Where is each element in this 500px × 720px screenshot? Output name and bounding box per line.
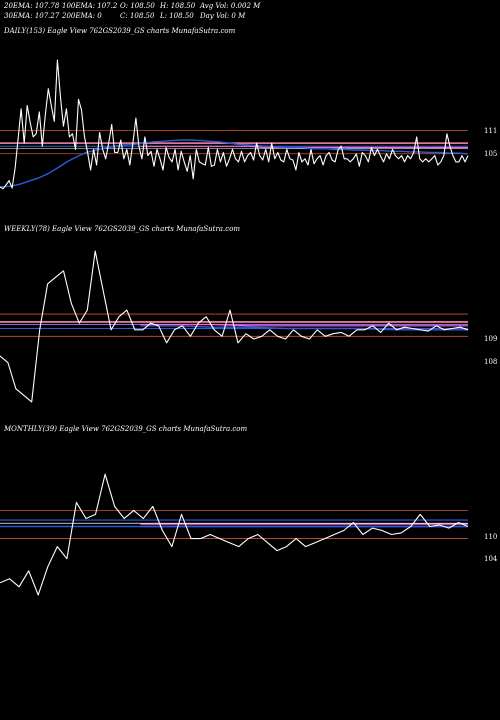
ema-line-blue: [0, 139, 469, 188]
header-row2-close: C: 108.50: [120, 12, 155, 20]
y-tick-label: 105: [484, 150, 497, 158]
ema-line-blue: [140, 325, 468, 331]
header-row1-avgvol: Avg Vol: 0.002 M: [200, 2, 261, 10]
ema-line-pink: [140, 323, 468, 327]
header-row1-open: O: 108.50: [120, 2, 155, 10]
price-line: [0, 250, 469, 403]
y-tick-label: 108: [484, 358, 497, 366]
header-row2-ema200: 200EMA: 0: [62, 12, 102, 20]
price-line: [0, 473, 469, 596]
price-line: [0, 59, 469, 190]
y-tick-label: 104: [484, 555, 498, 563]
y-tick-label: 109: [484, 335, 497, 343]
daily-panel-title: DAILY(153) Eagle View 762GS2039_GS chart…: [4, 27, 236, 35]
header-row1-high: H: 108.50: [160, 2, 196, 10]
y-tick-label: 111: [484, 127, 497, 135]
header-row1-ema100: 100EMA: 107.2: [62, 2, 118, 10]
header-row2-ema30: 30EMA: 107.27: [4, 12, 60, 20]
header-row2-low: L: 108.50: [160, 12, 194, 20]
header-row1-ema20: 20EMA: 107.78: [4, 2, 60, 10]
y-tick-label: 110: [484, 533, 497, 541]
header-row2-dayvol: Day Vol: 0 M: [200, 12, 246, 20]
weekly-panel-title: WEEKLY(78) Eagle View 762GS2039_GS chart…: [4, 225, 240, 233]
monthly-panel-title: MONTHLY(39) Eagle View 762GS2039_GS char…: [4, 425, 248, 433]
